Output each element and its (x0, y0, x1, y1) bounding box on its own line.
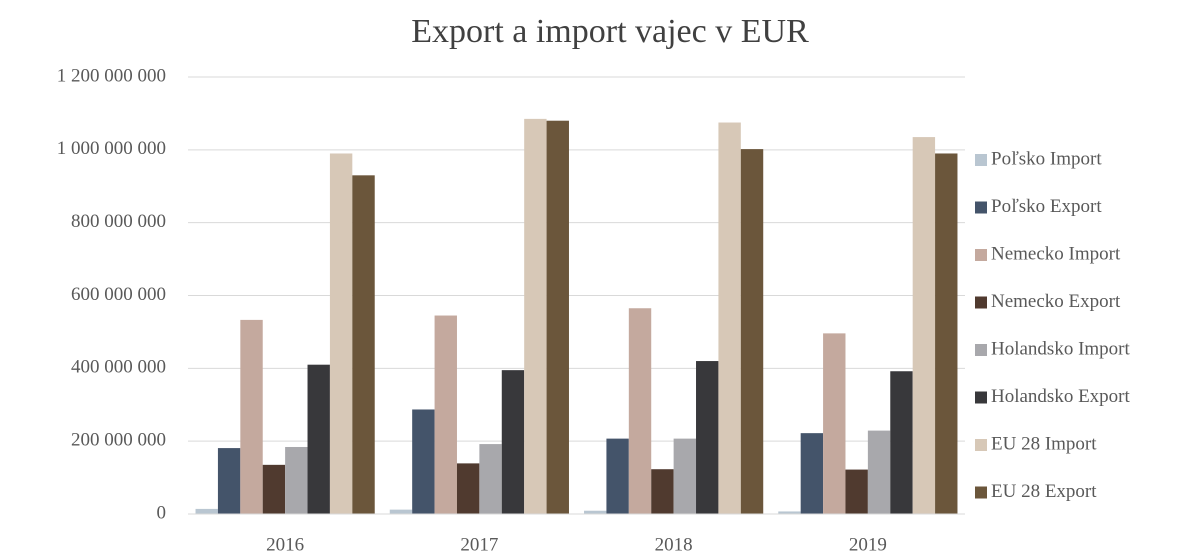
chart-title: Export a import vajec v EUR (411, 13, 809, 50)
bar (412, 409, 435, 514)
x-tick-label: 2018 (655, 534, 693, 555)
legend-label: Holandsko Export (991, 386, 1131, 407)
bar (240, 319, 263, 514)
y-tick-label: 800 000 000 (71, 211, 166, 232)
bar (546, 120, 569, 514)
bar (307, 364, 330, 514)
bar (867, 430, 891, 514)
y-tick-label: 600 000 000 (71, 284, 166, 305)
legend-swatch (975, 249, 987, 261)
bar (696, 361, 719, 514)
bar (673, 438, 697, 514)
legend-label: Nemecko Import (991, 243, 1121, 264)
bar (606, 438, 629, 514)
legend-swatch (975, 296, 987, 309)
bar (718, 122, 741, 514)
bar (217, 448, 241, 514)
legend-label: Holandsko Import (991, 338, 1131, 359)
bar (628, 308, 652, 514)
bar (389, 509, 413, 514)
x-tick-label: 2019 (849, 534, 887, 555)
bar (329, 153, 353, 514)
legend-label: Poľsko Import (991, 148, 1102, 169)
legend-swatch (975, 201, 987, 214)
legend-label: Poľsko Export (991, 196, 1102, 217)
bar (584, 510, 607, 514)
bar (651, 469, 674, 514)
legend-swatch (975, 154, 987, 166)
legend-swatch (975, 391, 987, 404)
legend-label: EU 28 Import (991, 433, 1097, 454)
x-tick-label: 2016 (266, 534, 304, 555)
y-tick-label: 200 000 000 (71, 430, 166, 451)
legend-label: EU 28 Export (991, 481, 1097, 502)
bar (434, 315, 457, 514)
y-tick-label: 1 000 000 000 (57, 138, 166, 159)
bar (912, 137, 936, 514)
y-tick-label: 400 000 000 (71, 357, 166, 378)
bar (456, 463, 480, 514)
bar (501, 370, 525, 514)
bar (823, 333, 846, 514)
x-tick-label: 2017 (460, 534, 498, 555)
bar (524, 118, 547, 515)
bar (262, 464, 286, 514)
bar (479, 444, 502, 514)
bar (778, 511, 801, 514)
legend-swatch (975, 344, 987, 356)
bar (935, 153, 958, 514)
bar (285, 446, 308, 514)
y-tick-label: 0 (157, 502, 167, 523)
bar (740, 149, 764, 515)
legend-swatch (975, 486, 987, 499)
bar (845, 469, 868, 514)
bar (195, 508, 218, 514)
bar (800, 433, 824, 514)
y-tick-label: 1 200 000 000 (57, 65, 166, 86)
legend-swatch (975, 439, 987, 451)
bar (352, 175, 375, 514)
bar (890, 371, 913, 514)
legend-label: Nemecko Export (991, 291, 1121, 312)
